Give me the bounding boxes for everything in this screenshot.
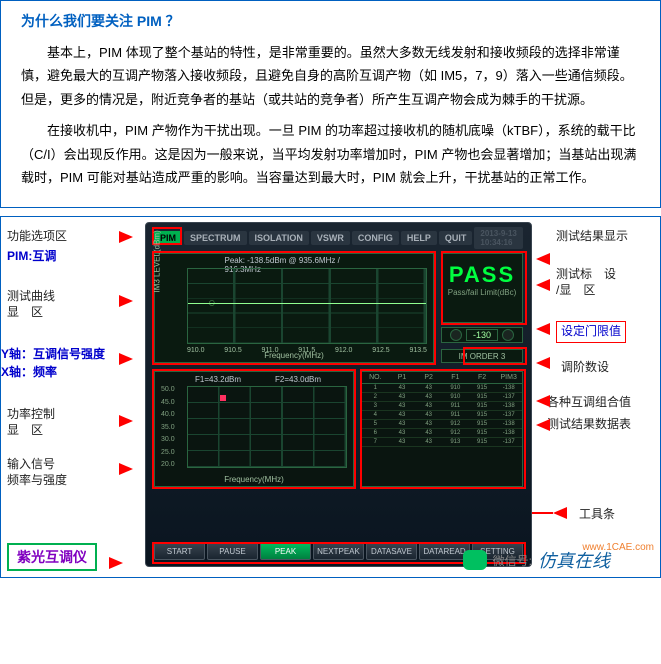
arrow-icon (119, 231, 133, 243)
article-section: 为什么我们要关注 PIM ？ 基本上，PIM 体现了整个基站的特性，是非常重要的… (0, 0, 661, 208)
arrow-icon (119, 415, 133, 427)
arrow-icon (109, 557, 123, 569)
arrow-icon (119, 463, 133, 475)
power-plot[interactable]: F1=43.2dBm F2=43.0dBm 50.0 45.0 40.0 35.… (154, 371, 354, 487)
limit-value[interactable]: -130 (466, 329, 498, 341)
power-y-ticks: 50.0 45.0 40.0 35.0 30.0 25.0 20.0 (161, 386, 175, 468)
tab-config[interactable]: CONFIG (352, 231, 399, 245)
wechat-label: 微信号: (493, 552, 532, 569)
limit-row: -130 (441, 327, 523, 343)
table-row: 64343912915-138 (362, 429, 522, 438)
arrow-icon (536, 395, 550, 407)
annotated-screenshot: 功能选项区 PIM:互调 测试曲线 显 区 Y轴：互调信号强度 X轴：频率 功率… (0, 216, 661, 578)
btn-start[interactable]: START (154, 542, 205, 560)
knob-right[interactable] (502, 329, 514, 341)
pass-box: PASS Pass/fail Limit(dBc) (441, 253, 523, 323)
table-row: 54343912915-138 (362, 420, 522, 429)
annot-result-table: 测试结果数据表 (547, 417, 631, 433)
annot-test-curve: 测试曲线 显 区 (7, 289, 55, 320)
btn-peak[interactable]: PEAK (260, 542, 311, 560)
annot-x-axis: X轴：频率 (1, 365, 57, 381)
annot-y-axis: Y轴：互调信号强度 (1, 347, 105, 363)
table-row: 14343910915-138 (362, 384, 522, 393)
power-f2: F2=43.0dBm (275, 375, 321, 384)
arrow-icon (119, 353, 133, 365)
arrow-icon (536, 419, 550, 431)
tab-vswr[interactable]: VSWR (311, 231, 350, 245)
arrow-icon (536, 357, 550, 369)
instrument-name-label: 紫光互调仪 (7, 543, 97, 571)
tab-quit[interactable]: QUIT (439, 231, 473, 245)
data-table[interactable]: NO. P1 P2 F1 F2 PIM3 14343910915-1382434… (361, 371, 523, 487)
article-title: 为什么我们要关注 PIM ？ (21, 11, 640, 31)
power-canvas (187, 386, 347, 468)
tab-isolation[interactable]: ISOLATION (249, 231, 309, 245)
annot-input-signal: 输入信号 频率与强度 (7, 457, 67, 488)
table-row: 44343911915-137 (362, 411, 522, 420)
power-x-label: Frequency(MHz) (224, 475, 284, 484)
btn-pause[interactable]: PAUSE (207, 542, 258, 560)
plot-trace (188, 303, 426, 304)
article-para-2: 在接收机中，PIM 产物作为干扰出现。一旦 PIM 的功率超过接收机的随机底噪（… (21, 119, 640, 189)
main-plot[interactable]: Peak: -138.5dBm @ 935.6MHz / 916.3MHz IM… (154, 253, 434, 363)
tab-help[interactable]: HELP (401, 231, 437, 245)
annot-im-combo: 各种互调组合值 (547, 395, 631, 411)
plot-x-label: Frequency(MHz) (264, 351, 324, 360)
plot-y-label: IM3 LEVEL(dBm) (153, 231, 162, 293)
table-row: 34343911915-138 (362, 402, 522, 411)
im-order[interactable]: IM ORDER 3 (441, 349, 523, 363)
btn-datasave[interactable]: DATASAVE (366, 542, 417, 560)
pass-text: PASS (442, 262, 522, 288)
annot-result-display: 测试结果显示 (556, 229, 628, 245)
annot-order: 调阶数设 (561, 360, 609, 376)
wechat-icon (463, 550, 487, 570)
btn-nextpeak[interactable]: NEXTPEAK (313, 542, 364, 560)
footer-url: www.1CAE.com (582, 542, 654, 553)
instrument-panel: PIM SPECTRUM ISOLATION VSWR CONFIG HELP … (145, 222, 532, 567)
annot-marker: 测试标 设 /显 区 (556, 267, 616, 298)
table-row: 24343910915-137 (362, 393, 522, 402)
table-header: NO. P1 P2 F1 F2 PIM3 (362, 372, 522, 384)
arrow-icon (553, 507, 567, 519)
annot-limit: 设定门限值 (556, 321, 626, 343)
power-f1: F1=43.2dBm (195, 375, 241, 384)
arrow-icon (536, 279, 550, 291)
tab-bar: PIM SPECTRUM ISOLATION VSWR CONFIG HELP … (154, 229, 523, 247)
article-para-1: 基本上，PIM 体现了整个基站的特性，是非常重要的。虽然大多数无线发射和接收频段… (21, 41, 640, 111)
annot-toolbar: 工具条 (579, 507, 615, 523)
table-row: 74343913915-137 (362, 438, 522, 447)
plot-canvas (187, 268, 427, 344)
annot-power-control: 功率控制 显 区 (7, 407, 55, 438)
timestamp: 2013-9-13 10:34:16 (474, 227, 523, 249)
tab-spectrum[interactable]: SPECTRUM (184, 231, 247, 245)
pass-sub: Pass/fail Limit(dBc) (442, 288, 522, 297)
arrow-icon (536, 323, 550, 335)
arrow-icon (536, 253, 550, 265)
arrow-icon (119, 295, 133, 307)
annot-func-options: 功能选项区 (7, 229, 67, 245)
annot-pim-label: PIM:互调 (7, 249, 56, 265)
knob-left[interactable] (450, 329, 462, 341)
